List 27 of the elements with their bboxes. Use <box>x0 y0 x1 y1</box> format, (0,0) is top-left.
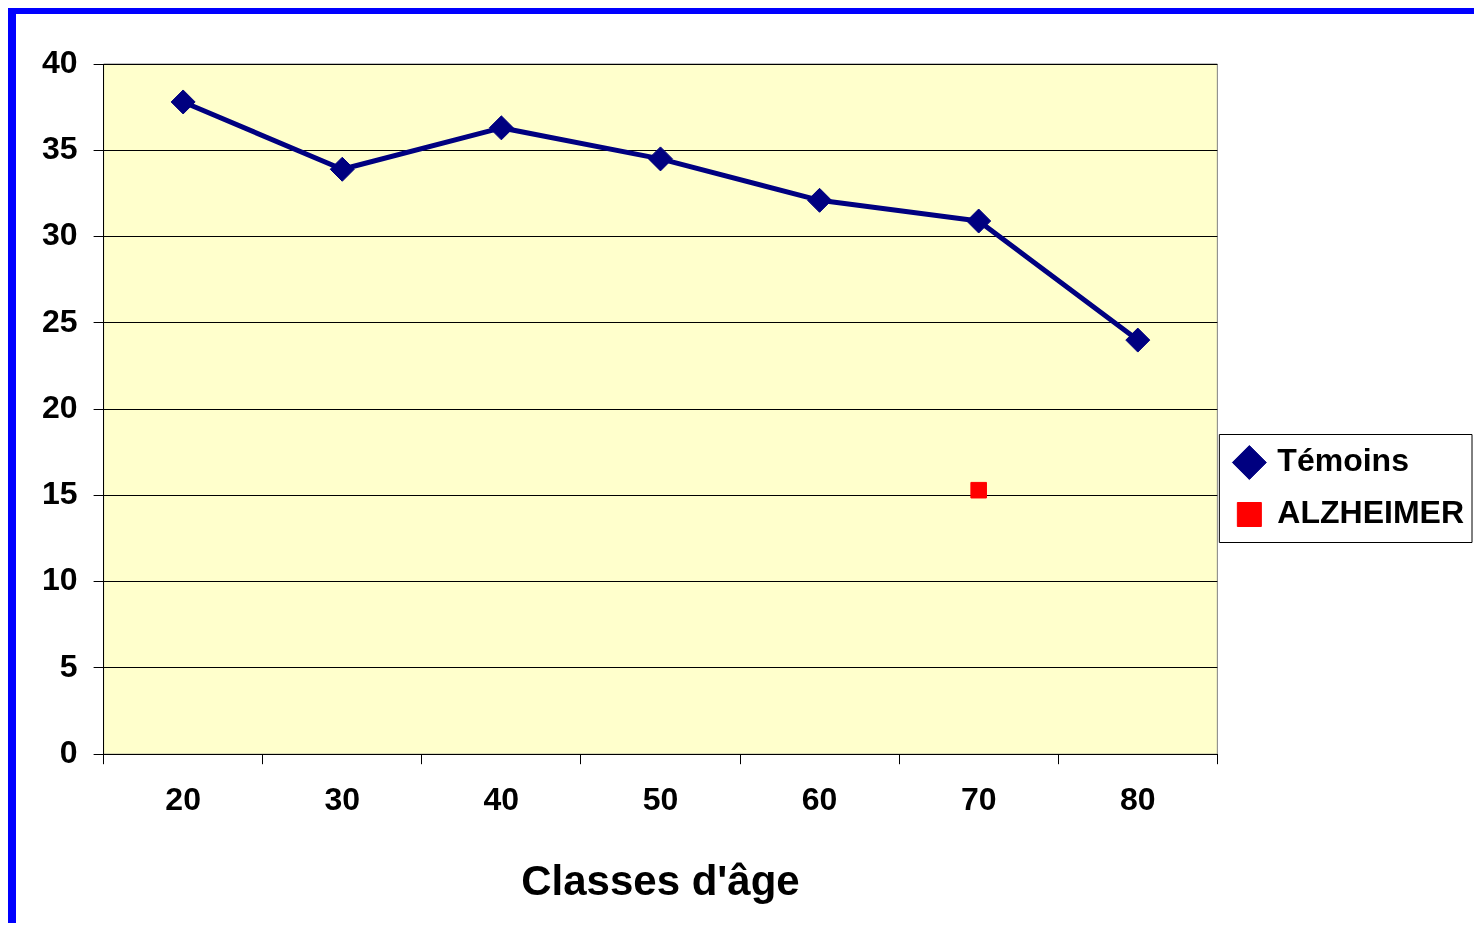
legend-label: Témoins <box>1277 442 1409 479</box>
point <box>170 89 196 115</box>
point <box>488 115 514 141</box>
y-tick-label: 20 <box>42 388 78 425</box>
y-tick-label: 40 <box>42 43 78 80</box>
point <box>807 187 833 213</box>
x-tick-label: 80 <box>1119 781 1156 818</box>
x-axis-title: Classes d'âge <box>521 857 800 905</box>
x-tick-label: 60 <box>801 781 838 818</box>
point <box>966 208 992 234</box>
y-tick-label: 15 <box>42 475 78 512</box>
y-tick-label: 0 <box>59 734 78 771</box>
x-tick-label: 40 <box>483 781 520 818</box>
legend-label: ALZHEIMER <box>1277 494 1464 531</box>
point <box>970 481 987 499</box>
point <box>329 156 355 182</box>
point <box>647 146 673 172</box>
y-tick-label: 35 <box>42 130 78 167</box>
y-tick-label: 30 <box>42 216 78 253</box>
y-tick-label: 5 <box>59 647 78 684</box>
point <box>1125 327 1151 353</box>
x-tick-label: 20 <box>165 781 201 818</box>
y-tick-label: 25 <box>42 302 78 339</box>
y-tick-label: 10 <box>42 561 78 598</box>
x-tick-label: 30 <box>324 781 361 818</box>
x-tick-label: 70 <box>960 781 997 818</box>
x-tick-label: 50 <box>642 781 679 818</box>
